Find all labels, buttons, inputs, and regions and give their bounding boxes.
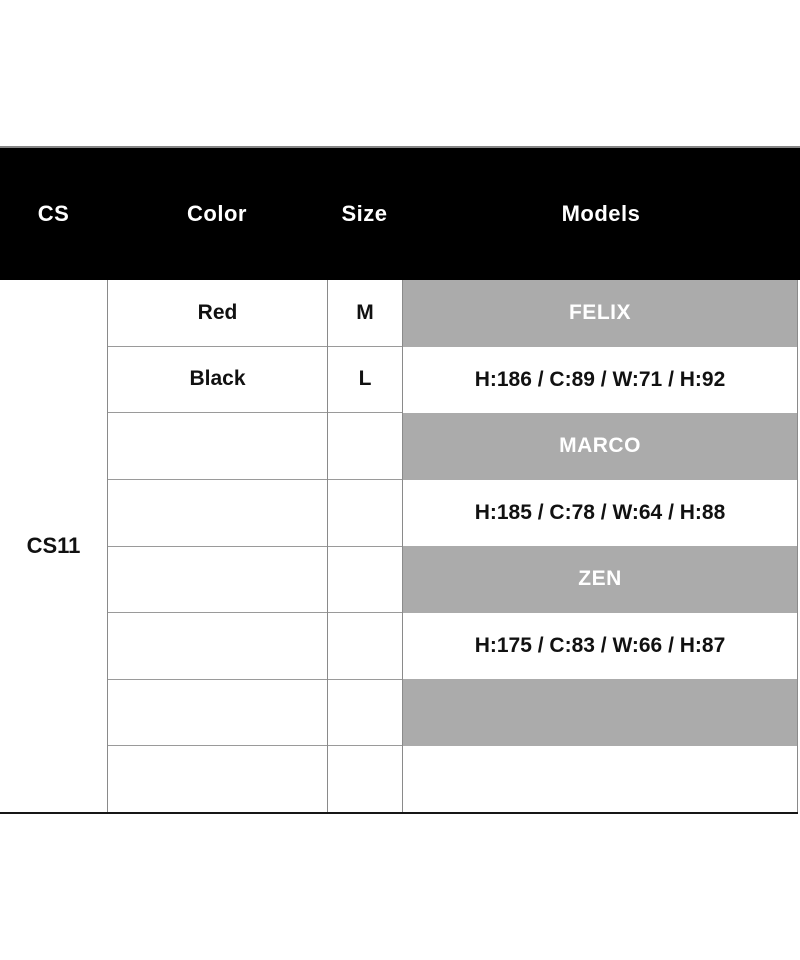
table-body: CS11 Red Black M L FELIX H:186 / C:89 / … — [0, 280, 798, 812]
cs-code-value: CS11 — [26, 533, 81, 558]
size-cell — [328, 547, 402, 614]
table-bottom-border — [0, 812, 798, 814]
size-cell: M — [328, 280, 402, 347]
column-size: M L — [327, 280, 402, 812]
table-header-row: CS Color Size Models — [0, 146, 800, 280]
models-cell: H:185 / C:78 / W:64 / H:88 — [474, 500, 726, 524]
size-cell — [328, 413, 402, 480]
models-band-cell: MARCO — [403, 413, 797, 480]
header-models-label: Models — [561, 201, 641, 226]
size-cell — [328, 613, 402, 680]
size-cell — [328, 680, 402, 747]
header-cell-cs: CS — [0, 148, 107, 280]
header-cell-size: Size — [327, 148, 402, 280]
column-color: Red Black — [107, 280, 327, 812]
color-cell: Black — [108, 347, 327, 414]
header-size-label: Size — [341, 201, 388, 226]
color-cell — [108, 413, 327, 480]
color-cell — [108, 480, 327, 547]
header-cell-color: Color — [107, 148, 327, 280]
header-color-label: Color — [187, 201, 247, 226]
column-models: FELIX H:186 / C:89 / W:71 / H:92 MARCO H… — [402, 280, 797, 812]
size-cell — [328, 480, 402, 547]
size-cell: L — [328, 347, 402, 414]
header-cs-label: CS — [37, 201, 70, 226]
size-cell — [328, 746, 402, 812]
models-cell: H:175 / C:83 / W:66 / H:87 — [474, 633, 726, 657]
models-cell: H:186 / C:89 / W:71 / H:92 — [474, 367, 726, 391]
models-cell — [403, 746, 797, 813]
models-band-cell: FELIX — [403, 280, 797, 347]
color-cell — [108, 746, 327, 812]
column-cs: CS11 — [0, 280, 107, 812]
color-cell — [108, 680, 327, 747]
color-cell: Red — [108, 280, 327, 347]
models-band-cell — [403, 679, 797, 746]
header-cell-models: Models — [402, 148, 800, 280]
color-cell — [108, 613, 327, 680]
color-cell — [108, 547, 327, 614]
models-band-cell: ZEN — [403, 546, 797, 613]
